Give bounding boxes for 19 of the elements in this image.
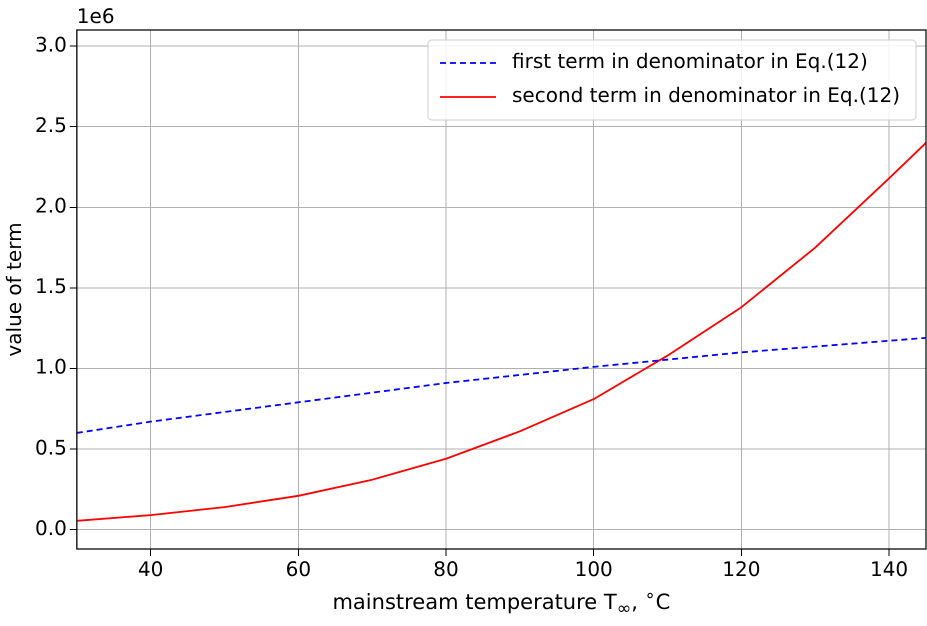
x-tick-label: 120 <box>722 557 760 582</box>
x-tick-label: 100 <box>574 557 613 582</box>
x-tick-label: 60 <box>286 557 312 582</box>
x-tick-label: 40 <box>138 557 164 582</box>
y-tick-label: 2.0 <box>34 194 67 218</box>
y-tick-label: 1.0 <box>34 354 67 379</box>
x-tick-label: 140 <box>870 557 908 582</box>
y-tick-label: 3.0 <box>34 32 67 56</box>
x-tick-label: 80 <box>433 557 459 582</box>
text: 1e6 <box>76 4 115 28</box>
line-series <box>76 336 926 434</box>
legend-label: second term in denominator in Eq.(12) <box>512 83 900 108</box>
legend-label: first term in denominator in Eq.(12) <box>512 49 868 74</box>
x-axis-title: mainstream temperature T$_{∞}$, $^{∘}$C <box>332 586 670 620</box>
y-tick-label: 1.5 <box>34 274 67 298</box>
y-tick-label: 2.5 <box>34 112 67 137</box>
y-tick-label: 0.0 <box>34 516 67 540</box>
y-axis-title: value of term <box>2 222 26 357</box>
y-tick-label: 0.5 <box>34 435 67 460</box>
